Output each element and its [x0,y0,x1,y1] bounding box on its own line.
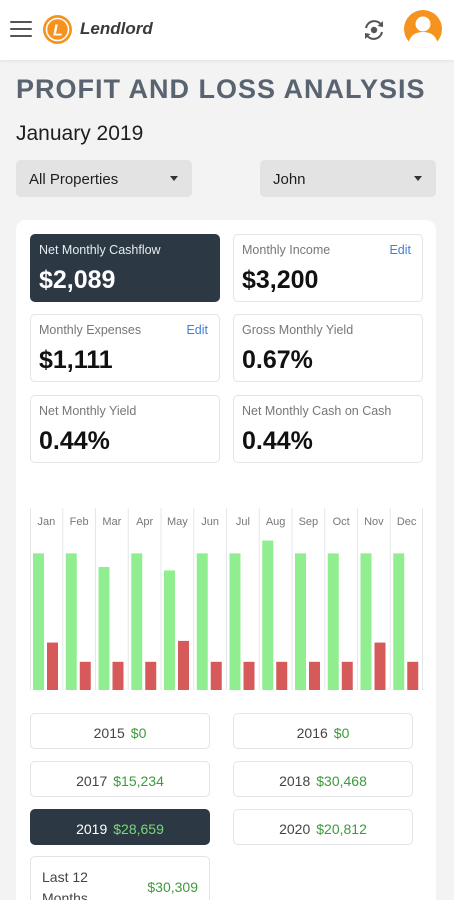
metric-monthly-income: Monthly Income Edit $3,200 [233,234,423,302]
metric-gross-monthly-yield: Gross Monthly Yield 0.67% [233,314,423,382]
metric-monthly-expenses: Monthly Expenses Edit $1,111 [30,314,220,382]
metric-label: Monthly Expenses [39,323,142,337]
year-amount: $15,234 [113,773,164,789]
expense-bar [79,661,91,690]
sync-icon[interactable] [361,17,387,43]
income-bar [98,567,110,690]
last-12-months-button[interactable]: Last 12 Months $30,309 [30,856,210,900]
month-label: Jun [201,516,219,528]
last-12-months-amount: $30,309 [147,879,198,895]
expense-bar [178,640,189,690]
month-label: Sep [299,516,319,528]
income-bar [393,553,405,690]
income-bar [229,553,241,690]
year-amount: $20,812 [316,821,367,837]
expense-bar [47,642,58,690]
year-label: 2020 [279,821,311,837]
month-label: Oct [333,516,350,528]
metric-net-monthly-yield: Net Monthly Yield 0.44% [30,395,220,463]
metric-label: Net Monthly Cash on Cash [242,404,392,418]
expense-bar [145,661,157,690]
svg-text:L: L [53,23,63,40]
properties-dropdown[interactable]: All Properties [16,160,192,197]
income-bar [295,553,306,690]
month-label: Nov [364,516,384,528]
month-label: Apr [136,516,153,528]
caret-down-icon [170,176,178,181]
monthly-cashflow-chart: Jan Feb Mar Apr May Jun Jul Aug Sep Oct Nov Dec [30,508,423,690]
metric-value: 0.44% [242,427,313,455]
year-button-2015[interactable]: 2015 $0 [30,713,210,749]
income-bar [262,540,274,690]
expense-bar [243,661,255,690]
page-title: PROFIT AND LOSS ANALYSIS [16,74,426,104]
month-label: Jul [236,516,250,528]
metric-value: $2,089 [39,266,116,294]
income-bar [196,553,208,690]
metric-value: $3,200 [242,266,319,294]
expense-bar [309,661,320,690]
expense-bar [112,661,124,690]
last-12-months-label: Last 12 Months [42,869,88,900]
person-dropdown[interactable]: John [260,160,436,197]
income-bar [327,553,339,690]
income-bar [65,553,77,690]
metric-net-monthly-cashflow[interactable]: Net Monthly Cashflow $2,089 [30,234,220,302]
caret-down-icon [414,176,422,181]
metric-label: Net Monthly Yield [39,404,137,418]
year-label: 2018 [279,773,311,789]
metric-value: 0.67% [242,346,313,374]
year-label: 2016 [296,725,328,741]
lendlord-logo-icon: L [43,15,72,44]
year-label: 2017 [76,773,108,789]
month-label: Aug [266,516,286,528]
year-amount: $0 [333,725,350,741]
income-bar [164,570,175,690]
user-avatar-icon[interactable] [404,10,442,48]
top-app-bar: L Lendlord [0,0,454,60]
month-label: Jan [38,516,56,528]
month-label: May [167,516,188,528]
metric-value: $1,111 [39,346,113,374]
expense-bar [276,661,288,690]
month-label: Mar [102,516,121,528]
chart-svg: Jan Feb Mar Apr May Jun Jul Aug Sep Oct Nov Dec [30,508,423,690]
year-button-2019[interactable]: 2019 $28,659 [30,809,210,845]
year-amount: $30,468 [316,773,367,789]
year-button-2016[interactable]: 2016 $0 [233,713,413,749]
expense-bar [341,661,353,690]
person-dropdown-value: John [273,171,306,188]
period-title: January 2019 [16,122,144,145]
income-bar [131,553,143,690]
metric-net-monthly-cash-on-cash: Net Monthly Cash on Cash 0.44% [233,395,423,463]
metric-value: 0.44% [39,427,110,455]
year-amount: $0 [130,725,147,741]
income-bar [33,553,44,690]
year-button-2017[interactable]: 2017 $15,234 [30,761,210,797]
metric-label: Gross Monthly Yield [242,323,354,337]
app-name: Lendlord [80,19,153,38]
year-label: 2015 [93,725,125,741]
expense-bar [407,661,419,690]
metric-label: Net Monthly Cashflow [39,243,161,257]
year-label: 2019 [76,821,108,837]
properties-dropdown-value: All Properties [29,171,119,188]
income-bar [360,553,372,690]
month-label: Feb [70,516,89,528]
edit-income-link[interactable]: Edit [389,243,411,257]
metric-label: Monthly Income [242,243,331,257]
year-button-2020[interactable]: 2020 $20,812 [233,809,413,845]
expense-bar [374,642,386,690]
year-amount: $28,659 [113,821,164,837]
expense-bar [210,661,222,690]
edit-expenses-link[interactable]: Edit [186,323,208,337]
month-label: Dec [397,516,417,528]
year-button-2018[interactable]: 2018 $30,468 [233,761,413,797]
hamburger-icon[interactable] [10,19,32,39]
